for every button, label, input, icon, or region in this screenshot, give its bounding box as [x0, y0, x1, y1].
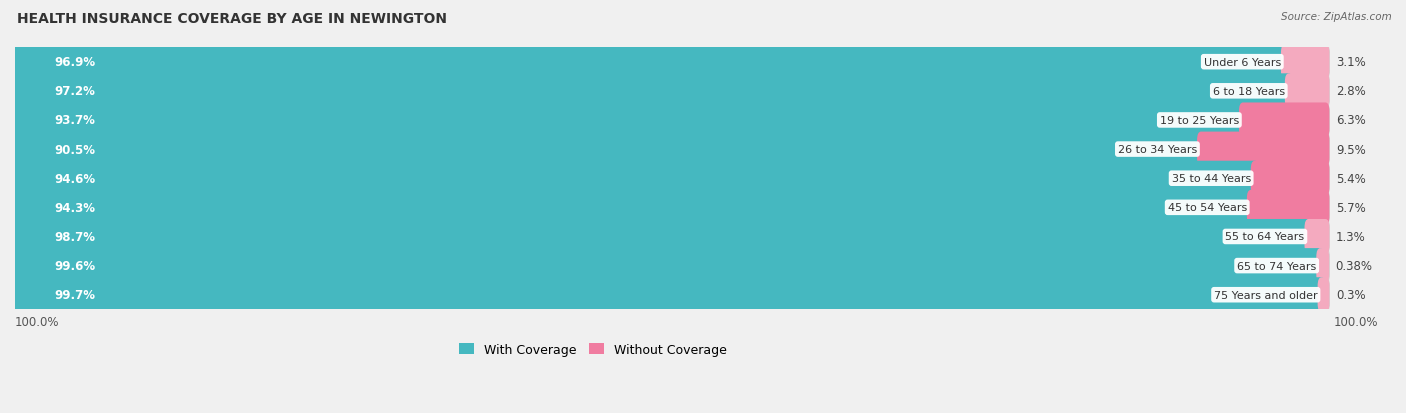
Text: 0.38%: 0.38% — [1336, 259, 1372, 273]
FancyBboxPatch shape — [11, 74, 1292, 109]
FancyBboxPatch shape — [11, 249, 1324, 283]
FancyBboxPatch shape — [11, 278, 1326, 313]
FancyBboxPatch shape — [1197, 132, 1330, 167]
Text: 94.3%: 94.3% — [55, 202, 96, 214]
Text: 90.5%: 90.5% — [55, 143, 96, 156]
Text: 93.7%: 93.7% — [55, 114, 96, 127]
FancyBboxPatch shape — [1281, 45, 1330, 80]
FancyBboxPatch shape — [11, 190, 1330, 225]
Text: 1.3%: 1.3% — [1336, 230, 1365, 243]
Text: Under 6 Years: Under 6 Years — [1204, 57, 1281, 67]
Text: 99.7%: 99.7% — [55, 289, 96, 301]
FancyBboxPatch shape — [1251, 161, 1330, 196]
Text: 75 Years and older: 75 Years and older — [1213, 290, 1317, 300]
FancyBboxPatch shape — [11, 219, 1330, 254]
Text: 98.7%: 98.7% — [55, 230, 96, 243]
Text: 100.0%: 100.0% — [15, 316, 59, 328]
Text: 19 to 25 Years: 19 to 25 Years — [1160, 116, 1239, 126]
Text: 26 to 34 Years: 26 to 34 Years — [1118, 145, 1197, 155]
Text: 5.4%: 5.4% — [1336, 172, 1365, 185]
Text: 9.5%: 9.5% — [1336, 143, 1365, 156]
FancyBboxPatch shape — [1316, 249, 1329, 283]
Text: 2.8%: 2.8% — [1336, 85, 1365, 98]
FancyBboxPatch shape — [1247, 190, 1330, 225]
FancyBboxPatch shape — [11, 45, 1330, 80]
Text: 6 to 18 Years: 6 to 18 Years — [1213, 87, 1285, 97]
Text: 100.0%: 100.0% — [1333, 316, 1378, 328]
Text: Source: ZipAtlas.com: Source: ZipAtlas.com — [1281, 12, 1392, 22]
FancyBboxPatch shape — [11, 190, 1254, 225]
Text: 99.6%: 99.6% — [55, 259, 96, 273]
FancyBboxPatch shape — [1317, 278, 1330, 313]
Text: 55 to 64 Years: 55 to 64 Years — [1226, 232, 1305, 242]
FancyBboxPatch shape — [11, 132, 1330, 167]
FancyBboxPatch shape — [11, 103, 1330, 138]
Text: 35 to 44 Years: 35 to 44 Years — [1171, 174, 1251, 184]
FancyBboxPatch shape — [11, 74, 1330, 109]
FancyBboxPatch shape — [1305, 219, 1330, 254]
Text: 6.3%: 6.3% — [1336, 114, 1365, 127]
FancyBboxPatch shape — [11, 278, 1330, 313]
Text: 65 to 74 Years: 65 to 74 Years — [1237, 261, 1316, 271]
FancyBboxPatch shape — [11, 161, 1330, 196]
FancyBboxPatch shape — [11, 45, 1289, 80]
FancyBboxPatch shape — [11, 219, 1312, 254]
FancyBboxPatch shape — [11, 249, 1330, 283]
FancyBboxPatch shape — [11, 161, 1258, 196]
FancyBboxPatch shape — [1285, 74, 1330, 109]
FancyBboxPatch shape — [1239, 103, 1330, 138]
FancyBboxPatch shape — [11, 132, 1205, 167]
Text: 94.6%: 94.6% — [55, 172, 96, 185]
Text: 96.9%: 96.9% — [55, 56, 96, 69]
Text: 0.3%: 0.3% — [1336, 289, 1365, 301]
Text: 97.2%: 97.2% — [55, 85, 96, 98]
FancyBboxPatch shape — [11, 103, 1247, 138]
Text: 45 to 54 Years: 45 to 54 Years — [1167, 203, 1247, 213]
Legend: With Coverage, Without Coverage: With Coverage, Without Coverage — [454, 338, 733, 361]
Text: 3.1%: 3.1% — [1336, 56, 1365, 69]
Text: 5.7%: 5.7% — [1336, 202, 1365, 214]
Text: HEALTH INSURANCE COVERAGE BY AGE IN NEWINGTON: HEALTH INSURANCE COVERAGE BY AGE IN NEWI… — [17, 12, 447, 26]
